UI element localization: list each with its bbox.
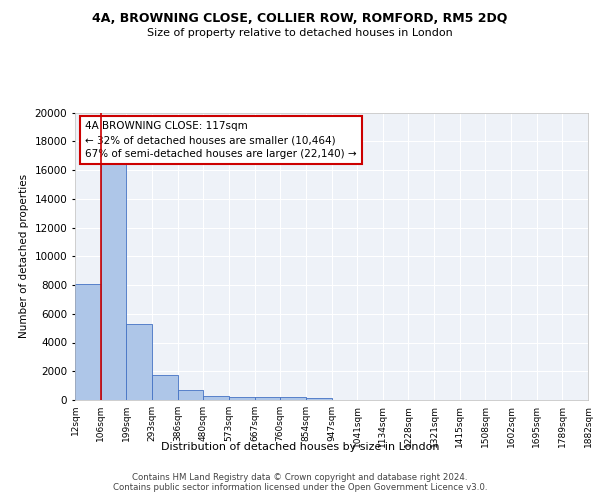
Bar — [127, 324, 152, 400]
Bar — [101, 163, 127, 400]
Text: 4A BROWNING CLOSE: 117sqm
← 32% of detached houses are smaller (10,464)
67% of s: 4A BROWNING CLOSE: 117sqm ← 32% of detac… — [85, 121, 357, 159]
Bar — [75, 284, 101, 400]
Bar — [229, 396, 254, 400]
Bar — [254, 397, 280, 400]
Bar — [203, 396, 229, 400]
Text: Size of property relative to detached houses in London: Size of property relative to detached ho… — [147, 28, 453, 38]
Text: Contains HM Land Registry data © Crown copyright and database right 2024.
Contai: Contains HM Land Registry data © Crown c… — [113, 473, 487, 492]
Text: Distribution of detached houses by size in London: Distribution of detached houses by size … — [161, 442, 439, 452]
Bar — [280, 398, 306, 400]
Bar — [152, 375, 178, 400]
Bar — [306, 398, 331, 400]
Bar — [178, 390, 203, 400]
Text: 4A, BROWNING CLOSE, COLLIER ROW, ROMFORD, RM5 2DQ: 4A, BROWNING CLOSE, COLLIER ROW, ROMFORD… — [92, 12, 508, 26]
Y-axis label: Number of detached properties: Number of detached properties — [19, 174, 29, 338]
